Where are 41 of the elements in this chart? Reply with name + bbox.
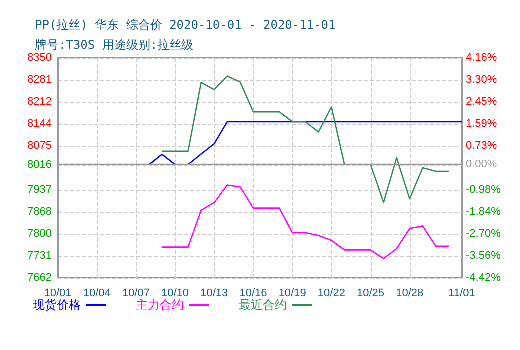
y-tick-label: 7800 xyxy=(28,228,52,240)
y-tick-label: 7731 xyxy=(28,250,52,262)
chart-subtitle: 牌号:T30S 用途级别:拉丝级 xyxy=(35,38,194,52)
y2-tick-label: 3.30% xyxy=(466,74,498,86)
line-series xyxy=(57,121,463,166)
x-tick-label: 10/16 xyxy=(240,288,268,300)
y-tick-label: 8016 xyxy=(28,158,52,171)
x-tick-label: 10/25 xyxy=(357,288,385,300)
y-tick-label: 7662 xyxy=(28,272,52,284)
y-tick-label: 7937 xyxy=(28,184,52,196)
x-tick-label: 10/07 xyxy=(122,288,150,300)
x-tick-label: 10/28 xyxy=(396,288,424,300)
line-series xyxy=(162,76,450,204)
y2-tick-label: 4.16% xyxy=(466,52,498,64)
y-tick-label: 8144 xyxy=(28,118,52,130)
x-tick-label: 10/13 xyxy=(200,288,228,300)
y2-tick-label: -4.42% xyxy=(466,272,502,284)
y2-tick-label: -3.56% xyxy=(466,250,502,262)
x-tick-label: 11/01 xyxy=(448,288,476,300)
y2-tick-label: 1.59% xyxy=(466,118,498,130)
x-tick-label: 10/10 xyxy=(162,288,190,300)
y2-tick-label: 2.45% xyxy=(466,96,498,108)
y-tick-label: 8075 xyxy=(28,140,52,152)
y-tick-label: 7868 xyxy=(28,206,52,218)
y-tick-label: 8212 xyxy=(28,96,52,108)
x-tick-label: 10/01 xyxy=(44,288,72,300)
line-series xyxy=(162,184,450,260)
x-tick-label: 10/04 xyxy=(83,288,111,300)
y2-tick-label: 0.73% xyxy=(466,140,498,152)
y2-tick-label: -2.70% xyxy=(466,228,502,240)
x-tick-label: 10/22 xyxy=(318,288,346,300)
legend-label: 主力合约 xyxy=(136,298,184,312)
chart-title: PP(拉丝) 华东 综合价 2020-10-01 - 2020-11-01 xyxy=(35,18,336,32)
y-tick-label: 8281 xyxy=(28,74,52,86)
x-tick-label: 10/19 xyxy=(278,288,306,300)
y2-tick-label: -1.84% xyxy=(466,206,502,218)
y2-tick-label: -0.98% xyxy=(466,184,502,196)
legend-label: 现货价格 xyxy=(33,298,81,312)
y-tick-label: 8350 xyxy=(28,52,52,64)
y2-tick-label: 0.00% xyxy=(466,158,498,171)
legend-label: 最近合约 xyxy=(239,298,287,312)
